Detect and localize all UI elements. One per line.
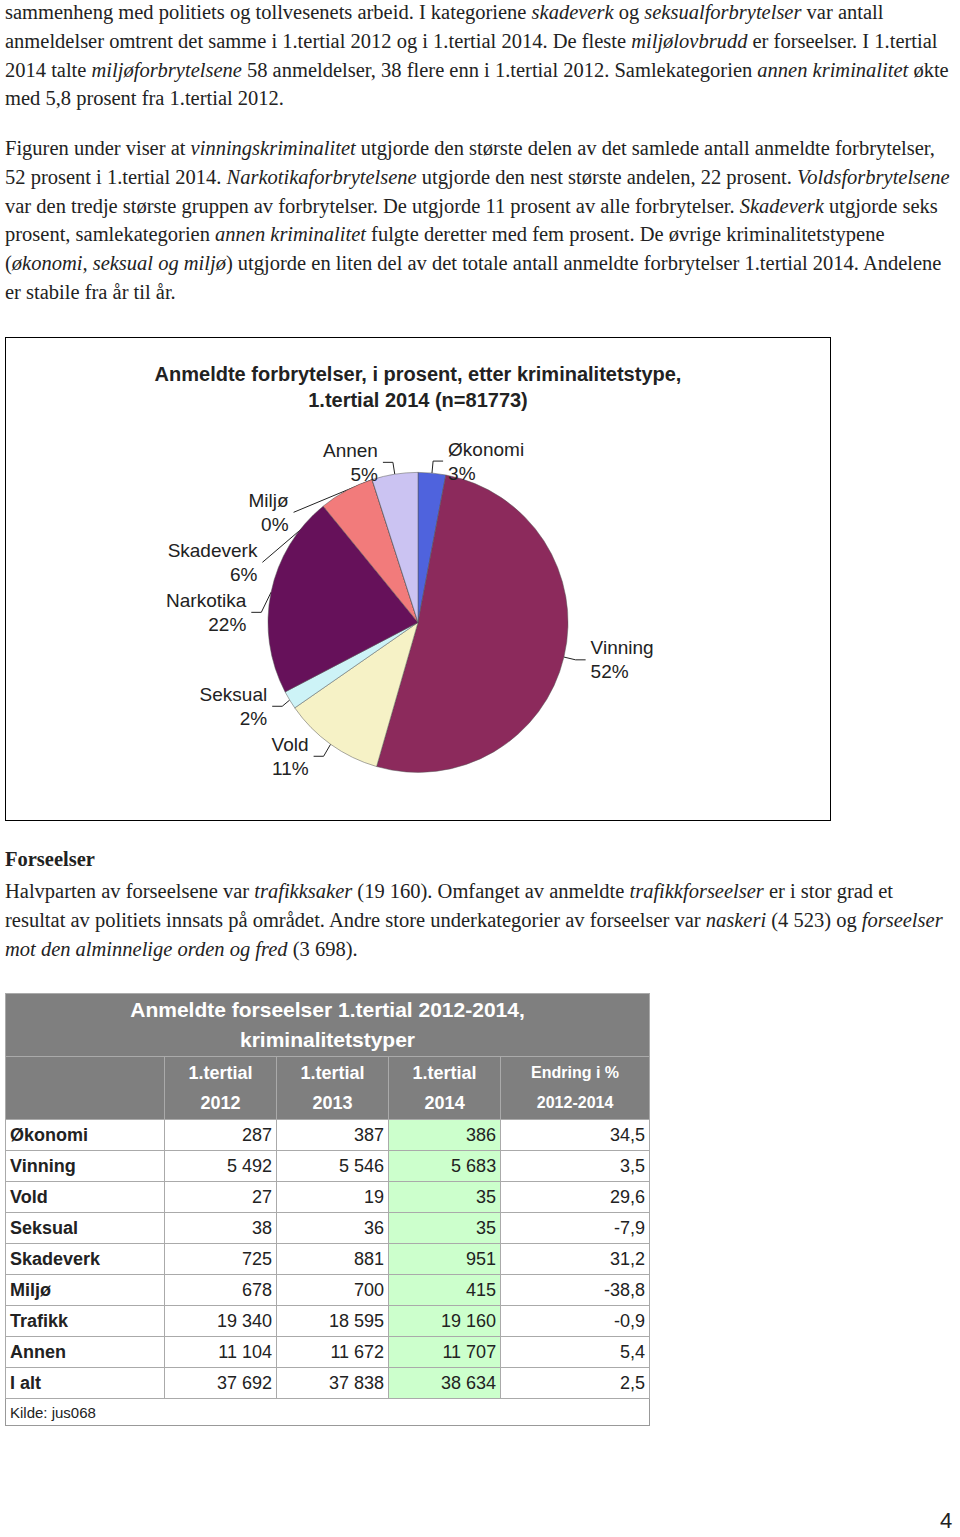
html-text:-0,9: -0,9 — [614, 1310, 645, 1331]
html-text:35: 35 — [476, 1217, 497, 1238]
html-text:34,5: 34,5 — [610, 1124, 645, 1145]
html-text:Trafikk: Trafikk — [10, 1310, 68, 1331]
html-text:31,2: 31,2 — [610, 1248, 645, 1269]
html-text:35: 35 — [476, 1186, 497, 1207]
html-text:387: 387 — [354, 1124, 385, 1145]
html-text:37 692: 37 692 — [217, 1372, 272, 1393]
html-text:287: 287 — [242, 1124, 272, 1145]
html-text:11 707: 11 707 — [442, 1341, 497, 1362]
html-text:5 546: 5 546 — [339, 1155, 385, 1176]
html-text:386: 386 — [466, 1124, 497, 1145]
html-text:37 838: 37 838 — [329, 1372, 385, 1393]
html-text:2,5: 2,5 — [620, 1372, 645, 1393]
svg-text:52%: 52% — [591, 661, 629, 682]
svg-text:Seksual: Seksual — [200, 684, 268, 705]
html-text:Seksual: Seksual — [10, 1217, 78, 1238]
html-text:725: 725 — [242, 1248, 272, 1269]
svg-text:Økonomi: Økonomi — [448, 439, 524, 460]
html-text:951: 951 — [466, 1248, 497, 1269]
svg-text:Annen: Annen — [323, 440, 378, 461]
html-text:4: 4 — [940, 1508, 953, 1533]
svg-text:2%: 2% — [240, 708, 268, 729]
html-text:-38,8: -38,8 — [604, 1279, 645, 1300]
html-text:415: 415 — [466, 1279, 497, 1300]
svg-text:Vinning: Vinning — [591, 637, 654, 658]
html-text:1.tertial: 1.tertial — [188, 1063, 253, 1083]
svg-text:5%: 5% — [350, 464, 378, 485]
html-text:881: 881 — [354, 1248, 385, 1269]
svg-text:3%: 3% — [448, 463, 476, 484]
html-text:Vinning: Vinning — [10, 1155, 76, 1176]
html-text:Figuren under viser at vinning: Figuren under viser at vinningskriminali… — [5, 137, 950, 188]
svg-text:11%: 11% — [272, 758, 309, 779]
html-text:2013: 2013 — [312, 1093, 353, 1113]
html-text:2012-2014: 2012-2014 — [536, 1094, 614, 1111]
html-text:Økonomi: Økonomi — [10, 1124, 88, 1145]
svg-text:Vold: Vold — [272, 734, 309, 755]
html-text:3,5: 3,5 — [620, 1155, 645, 1176]
html-text:Anmeldte forseelser 1.tertial: Anmeldte forseelser 1.tertial 2012-2014, — [130, 998, 525, 1021]
svg-text:Skadeverk: Skadeverk — [168, 540, 258, 561]
html-text:678: 678 — [242, 1279, 272, 1300]
html-text:18 595: 18 595 — [329, 1310, 385, 1331]
html-text:2012: 2012 — [200, 1093, 241, 1113]
html-text:27: 27 — [252, 1186, 272, 1207]
html-text:11 104: 11 104 — [218, 1341, 272, 1362]
html-text:1.tertial: 1.tertial — [300, 1063, 365, 1083]
html-text:5 683: 5 683 — [451, 1155, 497, 1176]
html-text:2014: 2014 — [424, 1093, 465, 1113]
html-text:Endring i %: Endring i % — [531, 1064, 620, 1081]
html-text:Halvparten av forseelsene var: Halvparten av forseelsene var trafikksak… — [5, 880, 943, 960]
html-text:var den tredje største gruppen: var den tredje største gruppen av forbry… — [5, 194, 942, 303]
html-text:11 672: 11 672 — [330, 1341, 385, 1362]
html-text:5,4: 5,4 — [620, 1341, 645, 1362]
html-text:19 160: 19 160 — [441, 1310, 497, 1331]
html-text:36: 36 — [364, 1217, 385, 1238]
svg-text:0%: 0% — [261, 514, 289, 535]
html-text:19: 19 — [364, 1186, 385, 1207]
html-text:-7,9: -7,9 — [614, 1217, 645, 1238]
html-text:1.tertial: 1.tertial — [412, 1063, 477, 1083]
html-text:38 634: 38 634 — [441, 1372, 497, 1393]
html-text:sammenheng med politiets og to: sammenheng med politiets og tollvesenets… — [5, 1, 949, 110]
html-text:5 492: 5 492 — [227, 1155, 272, 1176]
svg-text:6%: 6% — [230, 564, 258, 585]
html-text:Forseelser: Forseelser — [5, 848, 95, 870]
html-text:Vold: Vold — [10, 1186, 48, 1207]
svg-text:1.tertial 2014 (n=81773): 1.tertial 2014 (n=81773) — [308, 389, 528, 411]
svg-text:22%: 22% — [208, 614, 246, 635]
html-text:I alt: I alt — [10, 1372, 41, 1393]
html-text:Miljø: Miljø — [10, 1279, 51, 1300]
svg-text:Anmeldte forbrytelser, i prose: Anmeldte forbrytelser, i prosent, etter … — [155, 363, 682, 385]
svg-text:Narkotika: Narkotika — [166, 590, 247, 611]
html-text:19 340: 19 340 — [217, 1310, 272, 1331]
html-text:29,6: 29,6 — [610, 1186, 645, 1207]
svg-text:Miljø: Miljø — [248, 490, 288, 511]
html-text:Skadeverk: Skadeverk — [10, 1248, 101, 1269]
html-text:Annen: Annen — [10, 1341, 66, 1362]
html-text:700: 700 — [354, 1279, 385, 1300]
html-text:Kilde: jus068: Kilde: jus068 — [10, 1403, 96, 1421]
html-text:38: 38 — [252, 1217, 272, 1238]
html-text:kriminalitetstyper: kriminalitetstyper — [240, 1028, 415, 1051]
